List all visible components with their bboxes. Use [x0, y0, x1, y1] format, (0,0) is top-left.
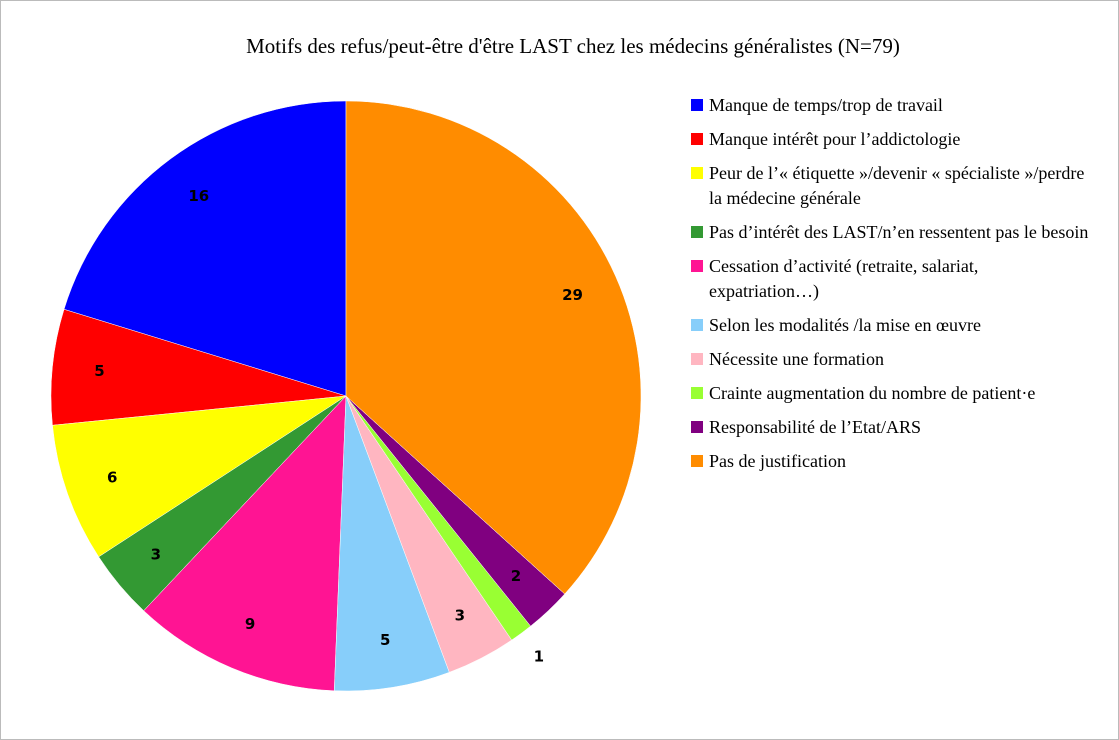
legend-label: Manque de temps/trop de travail — [709, 95, 943, 115]
legend-swatch — [691, 455, 703, 467]
legend-item: Pas de justification — [691, 449, 1091, 474]
legend-label: Crainte augmentation du nombre de patien… — [709, 383, 1036, 403]
legend-swatch — [691, 226, 703, 238]
data-label: 16 — [188, 187, 209, 205]
legend-swatch — [691, 99, 703, 111]
data-label: 29 — [562, 286, 583, 304]
data-label: 2 — [511, 567, 521, 585]
legend-swatch — [691, 353, 703, 365]
pie-slice — [334, 395, 450, 692]
legend-label: Manque intérêt pour l’addictologie — [709, 129, 961, 149]
data-label: 6 — [107, 469, 117, 487]
pie-slice — [50, 309, 347, 426]
legend-label: Selon les modalités /la mise en œuvre — [709, 315, 981, 335]
pie-slice — [345, 100, 642, 595]
legend-label: Pas de justification — [709, 451, 846, 471]
legend-item: Selon les modalités /la mise en œuvre — [691, 313, 1091, 338]
legend-item: Cessation d’activité (retraite, salariat… — [691, 254, 1091, 304]
pie-slice — [63, 100, 347, 397]
legend-swatch — [691, 421, 703, 433]
legend-label: Cessation d’activité (retraite, salariat… — [709, 256, 979, 301]
legend-item: Nécessite une formation — [691, 347, 1091, 372]
legend-label: Pas d’intérêt des LAST/n’en ressentent p… — [709, 222, 1089, 242]
legend-swatch — [691, 260, 703, 272]
legend-item: Crainte augmentation du nombre de patien… — [691, 381, 1091, 406]
legend-swatch — [691, 387, 703, 399]
chart-title: Motifs des refus/peut-être d'être LAST c… — [246, 34, 900, 58]
legend-item: Responsabilité de l’Etat/ARS — [691, 415, 1091, 440]
legend-swatch — [691, 167, 703, 179]
legend-swatch — [691, 319, 703, 331]
data-label: 5 — [94, 362, 104, 380]
legend-swatch — [691, 133, 703, 145]
data-label: 5 — [380, 631, 390, 649]
data-label: 1 — [534, 648, 544, 666]
legend-label: Nécessite une formation — [709, 349, 884, 369]
legend-item: Pas d’intérêt des LAST/n’en ressentent p… — [691, 220, 1091, 245]
legend-label: Peur de l’« étiquette »/devenir « spécia… — [709, 163, 1085, 208]
data-label: 9 — [245, 615, 255, 633]
pie-slice — [52, 395, 347, 558]
pie-slice — [143, 395, 347, 692]
legend: Manque de temps/trop de travail Manque in… — [691, 93, 1091, 483]
legend-item: Manque de temps/trop de travail — [691, 93, 1091, 118]
legend-item: Manque intérêt pour l’addictologie — [691, 127, 1091, 152]
data-label: 3 — [455, 607, 465, 625]
data-label: 3 — [151, 545, 161, 563]
legend-label: Responsabilité de l’Etat/ARS — [709, 417, 921, 437]
legend-item: Peur de l’« étiquette »/devenir « spécia… — [691, 161, 1091, 211]
